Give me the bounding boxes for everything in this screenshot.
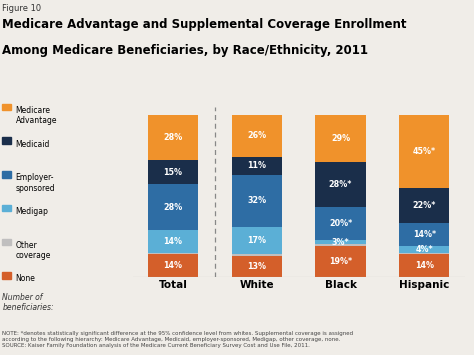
Text: 14%*: 14%* bbox=[413, 230, 436, 239]
Bar bbox=[232, 226, 282, 254]
Bar bbox=[315, 245, 365, 246]
Text: 15%: 15% bbox=[164, 168, 182, 177]
Text: Employer-
sponsored: Employer- sponsored bbox=[16, 173, 55, 193]
Text: 19%*: 19%* bbox=[329, 257, 352, 266]
Bar bbox=[315, 246, 365, 277]
Text: 13%: 13% bbox=[247, 262, 266, 271]
Bar bbox=[399, 223, 449, 246]
Text: 4%*: 4%* bbox=[416, 245, 433, 254]
Text: Among Medicare Beneficiaries, by Race/Ethnicity, 2011: Among Medicare Beneficiaries, by Race/Et… bbox=[2, 44, 368, 58]
Text: 29%: 29% bbox=[331, 133, 350, 143]
Text: Medigap: Medigap bbox=[16, 207, 48, 216]
Bar bbox=[148, 252, 198, 254]
Text: 22%*: 22%* bbox=[412, 201, 436, 210]
Bar bbox=[315, 115, 365, 162]
Bar bbox=[399, 115, 449, 188]
Bar bbox=[232, 115, 282, 157]
Text: Figure 10: Figure 10 bbox=[2, 4, 42, 12]
Bar bbox=[232, 157, 282, 175]
Bar bbox=[399, 254, 449, 277]
Bar bbox=[315, 162, 365, 207]
Text: 28%: 28% bbox=[164, 203, 182, 212]
Text: Medicaid: Medicaid bbox=[16, 140, 50, 148]
Text: 14%: 14% bbox=[415, 261, 434, 270]
Text: 14%: 14% bbox=[164, 261, 182, 270]
Text: Medicare Advantage and Supplemental Coverage Enrollment: Medicare Advantage and Supplemental Cove… bbox=[2, 18, 407, 31]
Bar bbox=[232, 175, 282, 226]
Bar bbox=[148, 254, 198, 277]
Bar bbox=[315, 207, 365, 240]
Text: None: None bbox=[16, 274, 36, 283]
Text: Number of
beneficiaries:: Number of beneficiaries: bbox=[2, 293, 54, 312]
Text: 28%: 28% bbox=[164, 133, 182, 142]
Text: 3%*: 3%* bbox=[332, 237, 349, 246]
Text: 11%: 11% bbox=[247, 161, 266, 170]
Text: 14%: 14% bbox=[164, 237, 182, 246]
Text: 45%*: 45%* bbox=[413, 147, 436, 155]
Text: 32%: 32% bbox=[247, 196, 266, 205]
Text: 26%: 26% bbox=[247, 131, 266, 140]
Bar bbox=[399, 188, 449, 223]
Text: Other
coverage: Other coverage bbox=[16, 241, 51, 260]
Bar bbox=[148, 230, 198, 252]
Bar bbox=[148, 160, 198, 184]
Bar bbox=[148, 184, 198, 230]
Text: Medicare
Advantage: Medicare Advantage bbox=[16, 106, 57, 125]
Text: 17%: 17% bbox=[247, 236, 266, 245]
Bar bbox=[399, 252, 449, 254]
Text: 28%*: 28%* bbox=[329, 180, 352, 189]
Bar bbox=[232, 254, 282, 256]
Bar bbox=[232, 256, 282, 277]
Bar bbox=[399, 246, 449, 252]
Text: 20%*: 20%* bbox=[329, 219, 352, 228]
Text: NOTE: *denotes statistically significant difference at the 95% confidence level : NOTE: *denotes statistically significant… bbox=[2, 331, 354, 348]
Bar bbox=[315, 240, 365, 245]
Bar bbox=[148, 115, 198, 160]
